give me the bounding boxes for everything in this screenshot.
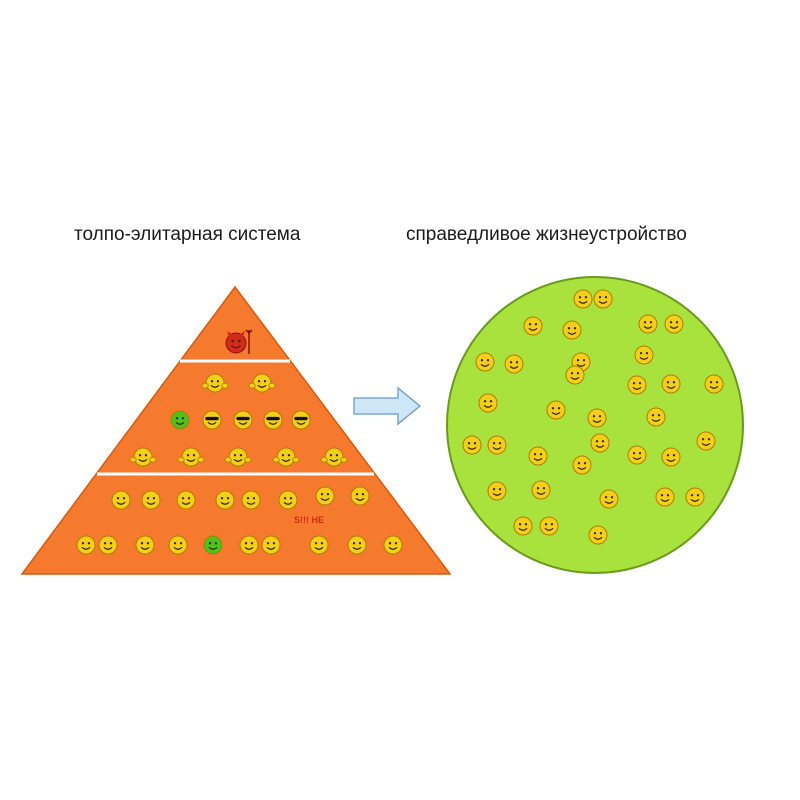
smiley-icon	[315, 486, 335, 506]
smiley-icon	[638, 314, 658, 334]
pyramid-smileys	[76, 329, 403, 555]
smiley-icon	[573, 289, 593, 309]
smiley-icon	[383, 535, 403, 555]
smiley-icon	[98, 535, 118, 555]
smiley-icon	[664, 314, 684, 334]
smiley-icon	[347, 535, 367, 555]
circle-smileys	[462, 289, 724, 545]
smiley-icon	[111, 490, 131, 510]
smiley-icon	[655, 487, 675, 507]
smiley-icon	[241, 490, 261, 510]
smiley-icon	[513, 516, 533, 536]
title-crowd-elite-system: толпо-элитарная система	[74, 224, 301, 245]
smiley-icon	[539, 516, 559, 536]
smiley-icon	[168, 535, 188, 555]
smiley-icon	[523, 316, 543, 336]
smiley-icon	[646, 407, 666, 427]
smiley-icon	[201, 373, 229, 393]
smiley-icon	[696, 431, 716, 451]
smiley-icon	[272, 447, 300, 467]
smiley-icon	[478, 393, 498, 413]
smiley-icon	[704, 374, 724, 394]
smiley-icon	[588, 525, 608, 545]
smiley-icon	[475, 352, 495, 372]
smiley-icon	[224, 447, 252, 467]
smiley-icon	[248, 373, 276, 393]
smiley-icon	[528, 446, 548, 466]
smiley-icon	[546, 400, 566, 420]
smiley-icon	[177, 447, 205, 467]
smiley-icon	[685, 487, 705, 507]
smiley-icon	[129, 447, 157, 467]
smiley-icon	[661, 374, 681, 394]
smiley-icon	[278, 490, 298, 510]
smiley-icon	[565, 365, 585, 385]
title-just-society: справедливое жизнеустройство	[406, 224, 687, 245]
just-society-circle	[446, 276, 744, 574]
smiley-icon	[309, 535, 329, 555]
smiley-icon	[599, 489, 619, 509]
smiley-icon	[320, 447, 348, 467]
right-arrow-icon	[353, 386, 422, 426]
smiley-icon	[233, 410, 253, 430]
smiley-icon	[487, 435, 507, 455]
smiley-icon	[141, 490, 161, 510]
smiley-icon	[202, 410, 222, 430]
smiley-icon	[627, 375, 647, 395]
smiley-icon	[634, 345, 654, 365]
smiley-icon	[593, 289, 613, 309]
smiley-icon	[504, 354, 524, 374]
smiley-icon	[135, 535, 155, 555]
sign-text: S!!! HE	[294, 515, 324, 525]
smiley-icon	[590, 433, 610, 453]
smiley-icon	[239, 535, 259, 555]
smiley-icon	[170, 410, 190, 430]
sign: S!!! HE	[294, 515, 324, 525]
smiley-icon	[661, 447, 681, 467]
devil-smiley-icon	[225, 329, 253, 354]
smiley-icon	[627, 445, 647, 465]
smiley-icon	[587, 408, 607, 428]
smiley-icon	[176, 490, 196, 510]
pyramid-shape	[20, 285, 452, 575]
smiley-icon	[562, 320, 582, 340]
smiley-icon	[350, 486, 370, 506]
smiley-icon	[261, 535, 281, 555]
smiley-icon	[487, 481, 507, 501]
smiley-icon	[215, 490, 235, 510]
smiley-icon	[462, 435, 482, 455]
smiley-icon	[263, 410, 283, 430]
smiley-icon	[76, 535, 96, 555]
smiley-icon	[531, 480, 551, 500]
smiley-icon	[291, 410, 311, 430]
smiley-icon	[572, 455, 592, 475]
smiley-icon	[203, 535, 223, 555]
pyramid: S!!! HE	[20, 285, 452, 575]
